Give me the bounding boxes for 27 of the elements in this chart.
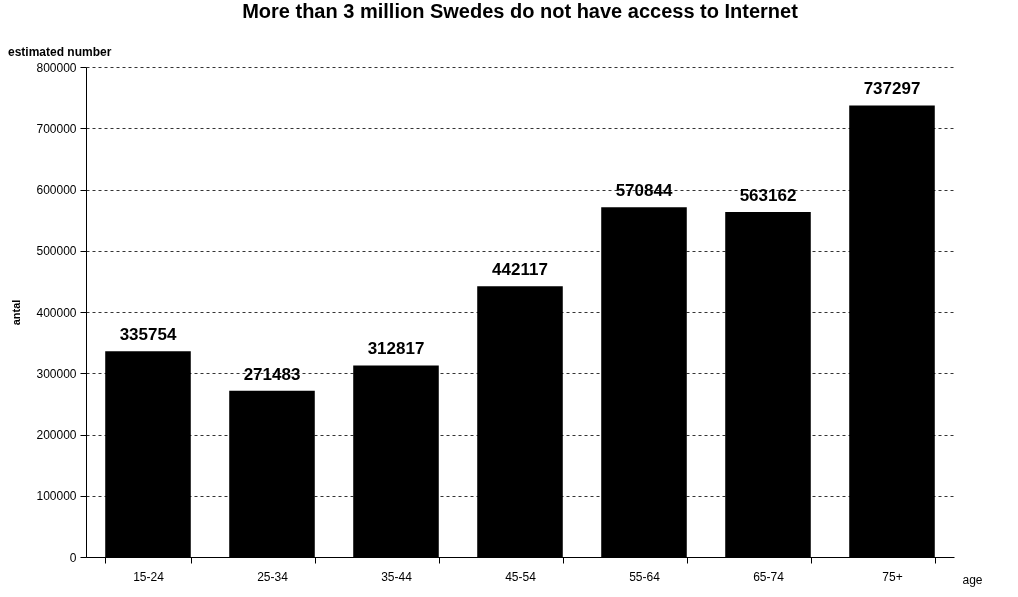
y-tick-label: 600000 bbox=[36, 183, 77, 197]
y-tick-label: 0 bbox=[69, 550, 77, 565]
x-tick-label: 55-64 bbox=[629, 569, 661, 584]
x-tick-label: 25-34 bbox=[257, 569, 289, 584]
data-label: 335754 bbox=[119, 325, 177, 345]
x-tick-label: 65-74 bbox=[753, 569, 785, 584]
x-tick-label: 35-44 bbox=[381, 569, 413, 584]
chart-title: More than 3 million Swedes do not have access to Internet bbox=[242, 0, 799, 22]
y-tick-label: 400000 bbox=[36, 305, 77, 320]
x-tick-label: 45-54 bbox=[505, 569, 537, 584]
y-tick-label: 800000 bbox=[36, 60, 77, 75]
x-axis-title: age bbox=[962, 572, 983, 587]
text: estimated number bbox=[8, 45, 112, 59]
y-tick-label: 700000 bbox=[36, 121, 77, 136]
data-label: 570844 bbox=[615, 181, 673, 201]
y-tick-label: 300000 bbox=[36, 366, 77, 381]
data-label: 312817 bbox=[367, 339, 425, 359]
data-label: 271483 bbox=[243, 364, 301, 384]
data-label: 563162 bbox=[739, 186, 797, 206]
y-tick-label: 100000 bbox=[36, 489, 77, 504]
y-tick-label: 500000 bbox=[36, 244, 77, 259]
x-tick-label: 75+ bbox=[882, 569, 903, 584]
data-label: 442117 bbox=[492, 260, 548, 280]
y-tick-label: 200000 bbox=[36, 428, 77, 442]
data-label: 737297 bbox=[863, 79, 921, 99]
x-tick-label: 15-24 bbox=[133, 569, 165, 584]
y-axis-title: antal bbox=[10, 299, 23, 326]
